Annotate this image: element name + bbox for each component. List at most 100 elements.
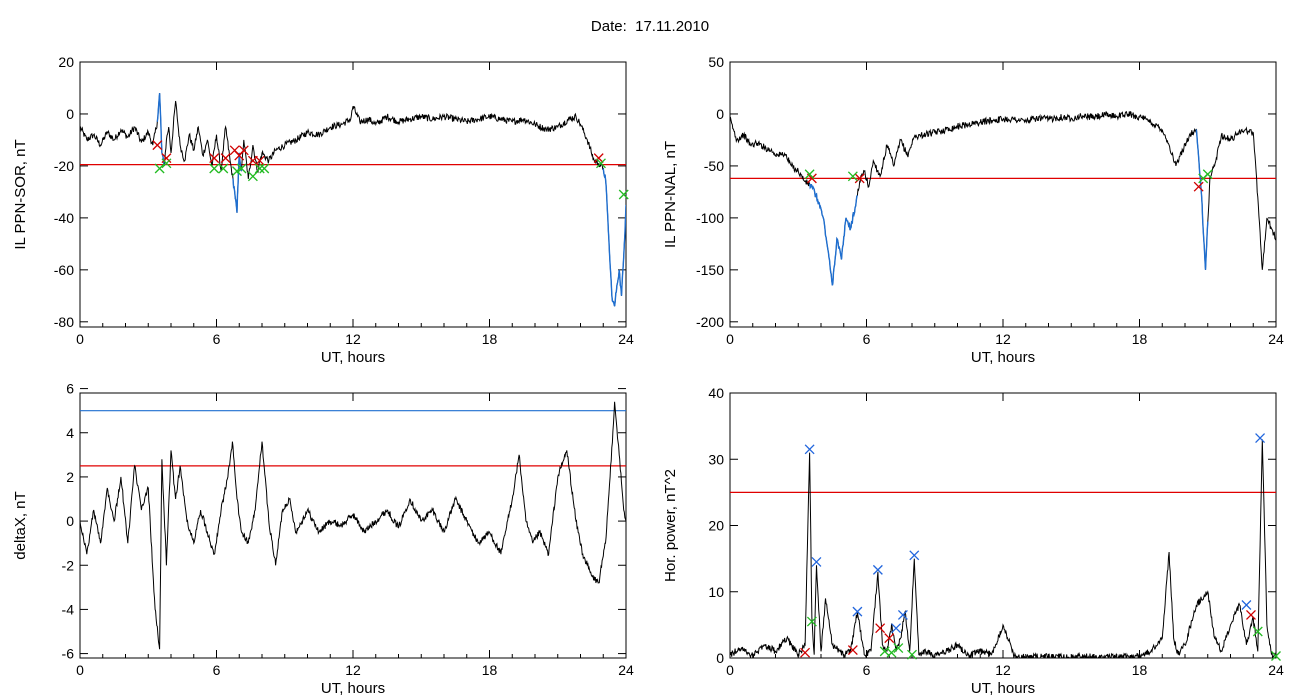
marker-red [254,155,265,166]
marker-red [1193,181,1204,192]
y-axis-title: Hor. power, nT^2 [662,469,679,582]
y-tick-label: 30 [708,451,724,467]
x-tick-label: 6 [213,662,221,678]
y-tick-label: 50 [708,54,724,70]
marker-green [209,163,220,174]
x-tick-label: 24 [1268,331,1284,347]
x-tick-label: 18 [1132,331,1148,347]
x-tick-label: 12 [345,331,361,347]
plot-frame [79,392,627,659]
marker-red [238,145,249,156]
marker-blue [811,556,822,567]
x-axis-title: UT, hours [971,349,1035,366]
chart-panel-nal: 0 6 12 18 24 50 0 -50 -100 -150 -200 UT, hours IL PP… [662,54,1284,366]
plot-frame [79,61,627,328]
y-tick-label: -40 [54,210,74,226]
plot-area [80,93,626,307]
marker-blue [909,550,920,561]
y-tick-label: 0 [716,106,724,122]
marker-green [218,163,229,174]
x-tick-label: 24 [1268,662,1284,678]
x-axis-title: UT, hours [321,349,385,366]
x-tick-label: 0 [726,331,734,347]
y-tick-label: 6 [66,381,74,397]
x-tick-label: 12 [345,662,361,678]
x-tick-label: 6 [863,331,871,347]
y-tick-label: 20 [58,54,74,70]
highlight-segment [232,152,243,213]
marker-blue [1255,433,1266,444]
data-series-line [80,93,626,307]
marker-green [806,616,817,627]
y-axis-title: deltaX, nT [12,491,29,559]
x-axis-title: UT, hours [321,680,385,697]
x-tick-label: 12 [995,331,1011,347]
highlight-segment [156,93,165,166]
marker-green [1252,626,1263,637]
marker-red [800,647,811,658]
y-axis-title: IL PPN-SOR, nT [12,139,29,249]
x-tick-label: 18 [1132,662,1148,678]
marker-red [209,153,220,164]
marker-green [236,163,247,174]
marker-red [875,623,886,634]
marker-green [254,163,265,174]
y-axis-title: IL PPN-NAL, nT [662,141,679,248]
marker-green [886,647,897,658]
x-tick-label: 6 [863,662,871,678]
marker-green [1202,169,1213,180]
marker-green [154,163,165,174]
highlight-segment [602,168,626,307]
marker-green [907,649,917,660]
marker-blue [897,609,908,620]
y-tick-label: 0 [66,513,74,529]
x-tick-label: 24 [618,331,634,347]
x-axis-title: UT, hours [971,680,1035,697]
y-tick-label: -6 [62,646,75,662]
page-title: Date: 17.11.2010 [590,18,710,35]
y-tick-label: -80 [54,314,74,330]
data-series-line [730,439,1276,658]
plot-area [730,439,1276,658]
marker-blue [804,444,815,455]
y-tick-label: 20 [708,518,724,534]
x-tick-label: 12 [995,662,1011,678]
y-tick-label: -50 [704,158,724,174]
y-tick-label: -200 [696,314,724,330]
y-tick-label: -2 [62,557,75,573]
marker-green [161,158,172,169]
x-tick-label: 0 [76,662,84,678]
marker-red [1246,609,1256,620]
marker-green [247,171,258,182]
marker-blue [1241,600,1252,610]
marker-blue [852,606,863,617]
marker-green [232,166,242,177]
marker-red [593,153,604,164]
marker-green [893,643,904,654]
y-tick-label: -20 [54,158,74,174]
y-tick-label: -60 [54,262,74,278]
marker-green [1271,651,1281,661]
highlight-segment [1195,129,1209,270]
marker-green [804,169,815,180]
chart-panel-sor: 0 6 12 18 24 20 0 -20 -40 -60 -80 UT, hours IL PPN-S… [12,54,634,366]
y-tick-label: 2 [66,469,74,485]
marker-blue [891,623,902,634]
marker-red [854,173,865,184]
marker-red [884,633,895,644]
y-tick-label: -150 [696,262,724,278]
y-tick-label: 4 [66,425,74,441]
marker-red [152,140,163,151]
chart-panel-deltax: 0 6 12 18 24 6 4 2 0 -2 -4 -6 UT, hours deltaX, nT [12,381,634,697]
y-tick-label: 40 [708,385,724,401]
x-tick-label: 18 [482,662,498,678]
x-tick-label: 18 [482,331,498,347]
marker-red [220,153,231,164]
chart-panel-horpower: 0 6 12 18 24 0 10 20 30 40 UT, hours Hor. power, nT… [662,385,1284,697]
y-tick-label: 10 [708,584,724,600]
y-tick-label: 0 [716,650,724,666]
y-tick-label: -100 [696,210,724,226]
plot-area [80,401,626,650]
plot-frame [729,61,1277,328]
